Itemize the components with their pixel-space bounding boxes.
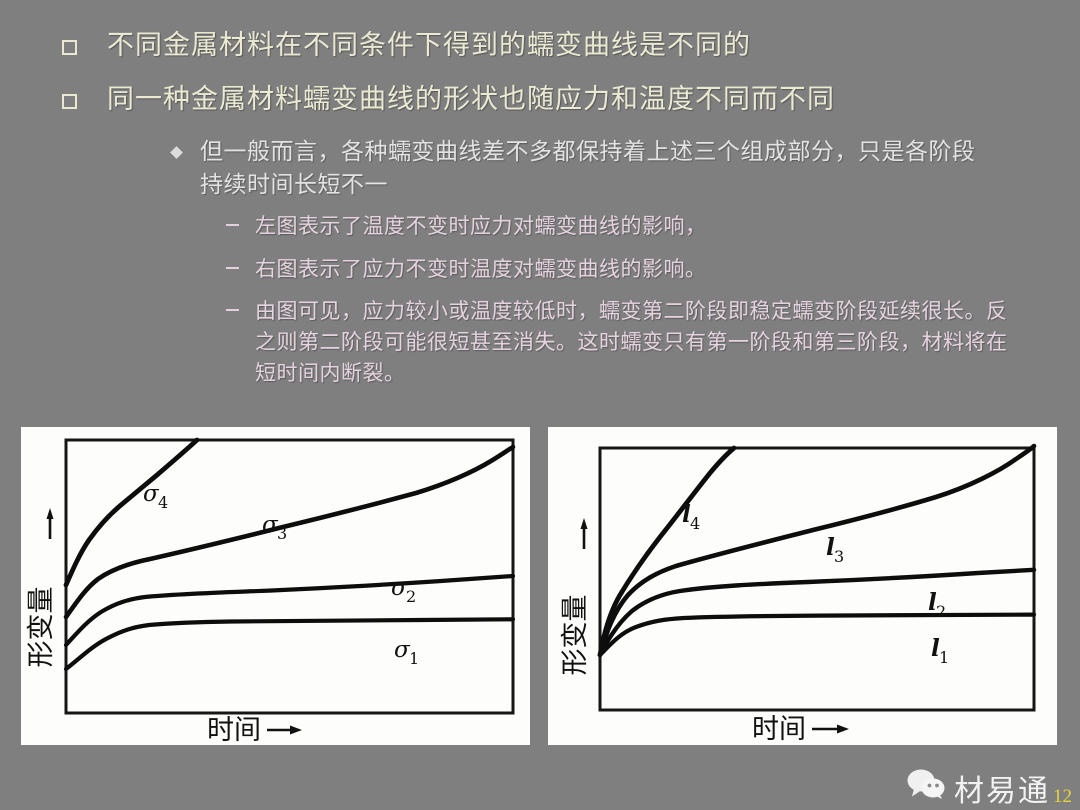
filled-diamond-bullet-icon <box>170 146 183 159</box>
svg-text:2: 2 <box>406 587 416 606</box>
slide-body: 不同金属材料在不同条件下得到的蠕变曲线是不同的 同一种金属材料蠕变曲线的形状也随… <box>62 26 1016 389</box>
svg-text:4: 4 <box>690 514 700 533</box>
curve-l-2 <box>597 567 1037 658</box>
curve-label-sigma-3: σ 3 <box>262 512 287 543</box>
en-dash-bullet-icon <box>226 267 239 269</box>
figure-panel-right: 形变量 时间 l 1 l 2 l 3 l 4 <box>548 427 1057 745</box>
curve-sigma-2 <box>63 573 516 648</box>
y-axis-arrowhead-icon <box>580 518 588 529</box>
svg-text:σ: σ <box>143 481 160 507</box>
x-axis-arrowhead-icon <box>837 724 849 734</box>
hollow-square-bullet-icon <box>62 94 77 109</box>
y-axis-label-group: 形变量 <box>26 508 57 668</box>
x-axis-label-text: 时间 <box>207 715 261 745</box>
svg-text:l: l <box>826 534 835 561</box>
curve-label-sigma-2: σ 2 <box>391 575 416 606</box>
svg-text:l: l <box>928 589 937 616</box>
watermark: 材易通 12 <box>906 769 1072 808</box>
en-dash-bullet-icon <box>226 309 239 311</box>
bullet-level1-item-1: 不同金属材料在不同条件下得到的蠕变曲线是不同的 <box>62 26 751 66</box>
svg-text:3: 3 <box>834 547 844 566</box>
page-number: 12 <box>1053 786 1072 807</box>
curve-label-sigma-1: σ 1 <box>394 637 419 668</box>
y-axis-label-text: 形变量 <box>560 595 591 676</box>
figure-panel-left: 形变量 时间 σ 1 σ 2 σ 3 σ 4 <box>21 427 530 745</box>
bullet-level1-item-2: 同一种金属材料蠕变曲线的形状也随应力和温度不同而不同 <box>62 80 835 120</box>
svg-text:l: l <box>682 501 691 528</box>
curve-label-l-2: l 2 <box>928 589 946 621</box>
wechat-icon <box>906 769 946 803</box>
curve-l-4 <box>597 445 737 658</box>
bullet-level3-text-2: 右图表示了应力不变时温度对蠕变曲线的影响。 <box>255 257 707 281</box>
y-axis-label-text: 形变量 <box>26 587 57 668</box>
svg-text:1: 1 <box>939 648 949 667</box>
bullet-level2-text-1: 但一般而言，各种蠕变曲线差不多都保持着上述三个组成部分，只是各阶段持续时间长短不… <box>200 139 976 198</box>
creep-curves-stress-chart: 形变量 时间 σ 1 σ 2 σ 3 σ 4 <box>26 437 516 745</box>
x-axis-arrowhead-icon <box>290 725 302 735</box>
curve-label-l-3: l 3 <box>826 534 844 566</box>
hollow-square-bullet-icon <box>62 40 77 55</box>
chart-plot-frame <box>598 446 1036 712</box>
curve-label-l-1: l 1 <box>931 635 949 667</box>
curve-label-l-4: l 4 <box>682 501 700 533</box>
watermark-label: 材易通 <box>954 774 1050 809</box>
bullet-level3-item-2: 右图表示了应力不变时温度对蠕变曲线的影响。 <box>226 254 1016 285</box>
bullet-level1-text-1: 不同金属材料在不同条件下得到的蠕变曲线是不同的 <box>107 30 751 61</box>
curve-l-3 <box>597 443 1037 658</box>
svg-text:2: 2 <box>936 602 946 621</box>
svg-text:3: 3 <box>277 524 287 543</box>
x-axis-label-group: 时间 <box>207 715 302 745</box>
svg-text:1: 1 <box>409 649 419 668</box>
en-dash-bullet-icon <box>226 224 239 226</box>
svg-text:l: l <box>931 635 940 662</box>
curve-l-1 <box>597 612 1037 658</box>
bullet-level3-text-3: 由图可见，应力较小或温度较低时，蠕变第二阶段即稳定蠕变阶段延续很长。反之则第二阶… <box>255 299 1008 385</box>
bullet-level1-text-2: 同一种金属材料蠕变曲线的形状也随应力和温度不同而不同 <box>107 84 835 115</box>
creep-curves-temperature-chart: 形变量 时间 l 1 l 2 l 3 l 4 <box>560 443 1037 745</box>
x-axis-label-text: 时间 <box>752 714 806 745</box>
bullet-level3-text-1: 左图表示了温度不变时应力对蠕变曲线的影响， <box>255 214 707 238</box>
x-axis-label-group: 时间 <box>752 714 849 745</box>
curve-sigma-4 <box>63 437 200 588</box>
svg-text:σ: σ <box>262 512 279 538</box>
curve-sigma-3 <box>63 444 516 620</box>
curve-sigma-1 <box>63 617 516 672</box>
curve-label-sigma-4: σ 4 <box>143 481 168 512</box>
y-axis-label-group: 形变量 <box>560 518 591 676</box>
svg-text:σ: σ <box>391 575 408 601</box>
svg-text:4: 4 <box>158 493 168 512</box>
bullet-level3-item-1: 左图表示了温度不变时应力对蠕变曲线的影响， <box>226 211 1016 242</box>
bullet-level2-item-1: 但一般而言，各种蠕变曲线差不多都保持着上述三个组成部分，只是各阶段持续时间长短不… <box>170 136 992 202</box>
bullet-level3-item-3: 由图可见，应力较小或温度较低时，蠕变第二阶段即稳定蠕变阶段延续很长。反之则第二阶… <box>226 296 1016 389</box>
svg-text:σ: σ <box>394 637 411 663</box>
y-axis-arrowhead-icon <box>46 508 54 519</box>
